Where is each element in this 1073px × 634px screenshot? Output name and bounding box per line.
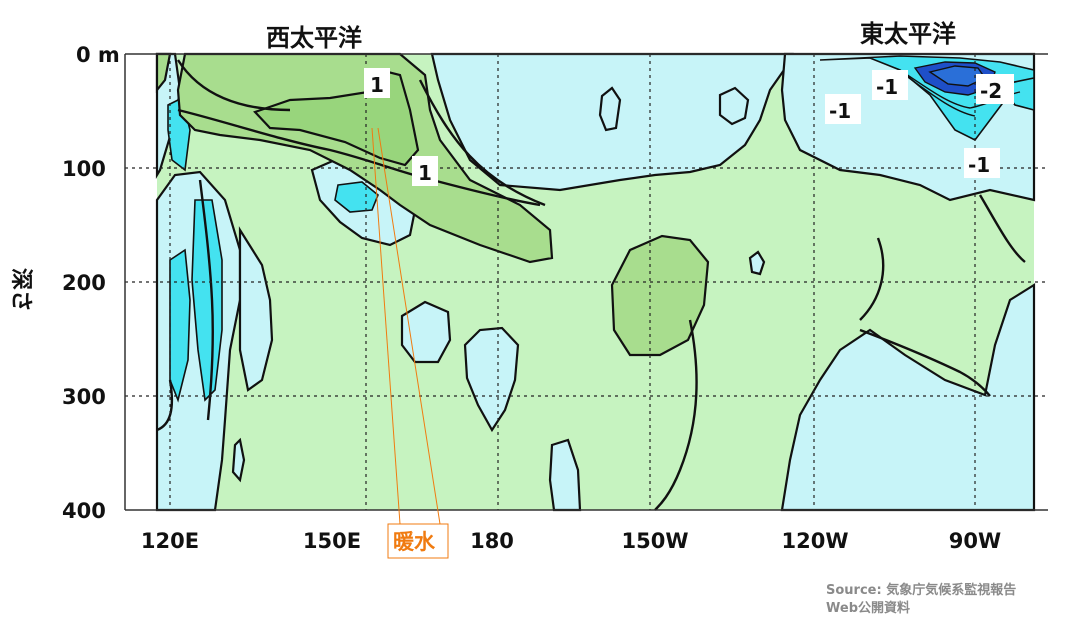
annotation-box (387, 523, 449, 559)
x-tick-120E: 120E (141, 529, 199, 553)
contour-label: -1 (829, 99, 851, 123)
warm-water-annotation: 暖水 (371, 127, 449, 559)
x-tick-180: 180 (470, 529, 514, 553)
contour-labels: 1 1 -1 -1 -2 -1 (364, 68, 1014, 186)
x-tick-labels: 120E 150E 180 150W 120W 90W (141, 529, 1001, 553)
contour-label: 1 (370, 73, 384, 97)
annotation-leader-line (377, 127, 441, 525)
contour-lines (156, 59, 1026, 511)
source-line-1: Source: 気象庁気候系監視報告 (826, 582, 1016, 598)
region-west-pacific: 西太平洋 (266, 24, 362, 52)
y-axis-label: 深さ (8, 268, 33, 312)
x-tick-150E: 150E (303, 529, 361, 553)
contour-label: -2 (980, 79, 1002, 103)
y-tick-200: 200 (62, 271, 106, 295)
grid-lines (125, 54, 1048, 510)
x-tick-90W: 90W (949, 529, 1001, 553)
annotation-leader-line (371, 127, 401, 525)
contour-label: -1 (968, 153, 990, 177)
annotation-text: 暖水 (393, 530, 436, 554)
source-line-2: Web公開資料 (826, 600, 910, 616)
axes (124, 53, 1048, 511)
region-east-pacific: 東太平洋 (860, 20, 956, 48)
y-tick-labels: 0 m 100 200 300 400 (62, 43, 120, 523)
x-tick-150W: 150W (622, 529, 689, 553)
x-tick-120W: 120W (782, 529, 849, 553)
y-tick-100: 100 (62, 157, 106, 181)
y-axis-title: 深さ (8, 268, 33, 312)
y-tick-400: 400 (62, 499, 106, 523)
y-tick-300: 300 (62, 385, 106, 409)
contour-label: -1 (876, 75, 898, 99)
contour-label: 1 (418, 161, 432, 185)
y-tick-0: 0 m (76, 43, 120, 67)
